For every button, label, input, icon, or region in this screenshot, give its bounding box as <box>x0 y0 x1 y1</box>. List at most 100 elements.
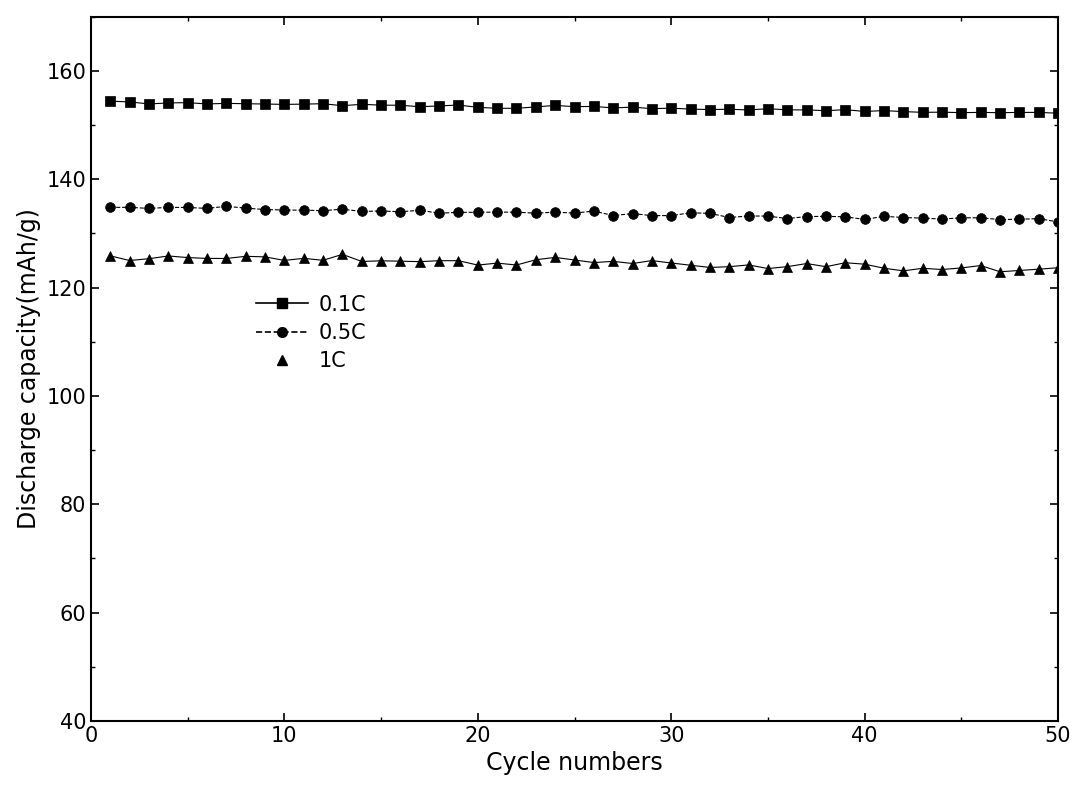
0.5C <box>878 211 891 221</box>
1C <box>645 256 658 265</box>
0.1C <box>1013 108 1026 117</box>
1C <box>529 255 542 265</box>
1C <box>1033 265 1046 274</box>
0.1C <box>181 98 194 108</box>
0.1C <box>374 101 387 110</box>
1C <box>259 252 272 261</box>
0.5C <box>355 207 368 216</box>
0.5C <box>277 205 290 215</box>
0.5C <box>607 211 620 220</box>
0.1C <box>974 108 987 117</box>
0.1C <box>993 108 1006 117</box>
0.5C <box>529 208 542 218</box>
0.1C <box>317 99 330 109</box>
1C <box>394 257 407 266</box>
0.1C <box>665 104 678 113</box>
1C <box>220 253 233 263</box>
1C <box>665 258 678 268</box>
1C <box>355 257 368 266</box>
0.1C <box>645 104 658 113</box>
0.5C <box>510 208 523 217</box>
1C <box>277 256 290 265</box>
0.5C <box>588 206 601 215</box>
1C <box>123 256 136 265</box>
0.1C <box>548 101 561 110</box>
0.1C <box>839 105 852 114</box>
0.1C <box>471 103 484 112</box>
Legend: 0.1C, 0.5C, 1C: 0.1C, 0.5C, 1C <box>256 295 367 371</box>
1C <box>897 266 910 276</box>
0.5C <box>374 206 387 215</box>
1C <box>181 253 194 262</box>
Y-axis label: Discharge capacity(mAh/g): Discharge capacity(mAh/g) <box>16 208 40 529</box>
0.5C <box>103 203 116 212</box>
0.5C <box>123 203 136 212</box>
0.1C <box>955 108 968 117</box>
1C <box>974 261 987 270</box>
0.1C <box>568 102 581 112</box>
X-axis label: Cycle numbers: Cycle numbers <box>486 752 663 775</box>
1C <box>297 253 310 263</box>
1C <box>819 262 832 272</box>
1C <box>722 262 735 272</box>
0.5C <box>916 213 929 223</box>
0.5C <box>626 209 639 219</box>
0.5C <box>974 213 987 223</box>
0.5C <box>220 201 233 211</box>
0.1C <box>355 100 368 109</box>
1C <box>703 263 716 272</box>
0.1C <box>239 99 252 109</box>
0.5C <box>684 208 697 218</box>
1C <box>916 264 929 273</box>
0.1C <box>858 107 871 116</box>
0.1C <box>123 97 136 107</box>
0.5C <box>452 208 465 217</box>
1C <box>568 255 581 265</box>
0.1C <box>800 105 813 115</box>
1C <box>162 251 175 261</box>
0.1C <box>742 105 755 115</box>
0.1C <box>897 107 910 116</box>
1C <box>626 259 639 268</box>
1C <box>588 257 601 267</box>
0.5C <box>239 204 252 213</box>
0.5C <box>162 203 175 212</box>
0.1C <box>703 105 716 114</box>
0.5C <box>703 208 716 218</box>
0.1C <box>491 104 504 113</box>
Line: 0.5C: 0.5C <box>106 201 1063 227</box>
0.1C <box>529 102 542 112</box>
0.1C <box>297 99 310 109</box>
0.1C <box>607 103 620 112</box>
Line: 1C: 1C <box>106 249 1063 276</box>
0.1C <box>103 97 116 106</box>
0.1C <box>510 104 523 113</box>
1C <box>742 260 755 269</box>
1C <box>200 253 213 263</box>
0.5C <box>1052 217 1065 227</box>
0.5C <box>413 206 426 215</box>
1C <box>548 253 561 262</box>
0.5C <box>819 211 832 221</box>
0.1C <box>588 101 601 111</box>
1C <box>839 258 852 268</box>
0.5C <box>297 205 310 215</box>
0.1C <box>413 102 426 112</box>
1C <box>936 265 949 274</box>
0.5C <box>722 213 735 223</box>
1C <box>1052 263 1065 272</box>
0.5C <box>742 211 755 221</box>
1C <box>800 259 813 268</box>
0.1C <box>781 105 794 115</box>
1C <box>317 256 330 265</box>
1C <box>433 256 446 265</box>
0.5C <box>317 206 330 215</box>
0.5C <box>259 205 272 215</box>
1C <box>1013 265 1026 275</box>
1C <box>607 257 620 266</box>
1C <box>510 261 523 270</box>
0.1C <box>722 105 735 114</box>
1C <box>471 261 484 270</box>
1C <box>955 263 968 272</box>
1C <box>413 257 426 266</box>
